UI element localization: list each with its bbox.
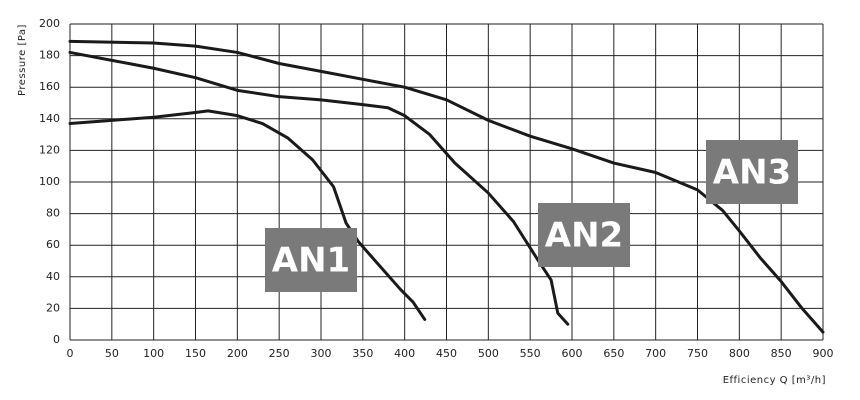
x-tick-label: 600 [562, 347, 583, 360]
series-tag: AN3 [713, 153, 791, 193]
y-axis-title: Pressure [Pa] [17, 24, 28, 96]
series-tag-box [538, 203, 630, 267]
y-tick-label: 120 [39, 143, 60, 156]
x-tick-label: 250 [269, 347, 290, 360]
x-tick-label: 700 [645, 347, 666, 360]
y-tick-label: 0 [53, 333, 60, 346]
y-tick-label: 60 [46, 238, 60, 251]
x-axis-title: Efficiency Q [m³/h] [723, 375, 826, 386]
y-tick-label: 80 [46, 207, 60, 220]
x-tick-label: 300 [311, 347, 332, 360]
series-tag-box [706, 140, 798, 204]
x-tick-label: 800 [729, 347, 750, 360]
x-tick-label: 850 [771, 347, 792, 360]
y-tick-label: 40 [46, 270, 60, 283]
x-tick-label: 50 [105, 347, 119, 360]
x-tick-label: 500 [478, 347, 499, 360]
x-tick-label: 450 [436, 347, 457, 360]
y-tick-label: 140 [39, 112, 60, 125]
x-tick-label: 200 [227, 347, 248, 360]
x-tick-label: 650 [603, 347, 624, 360]
y-tick-label: 20 [46, 301, 60, 314]
series-tag: AN2 [545, 216, 623, 256]
x-tick-label: 0 [67, 347, 74, 360]
x-tick-label: 900 [813, 347, 834, 360]
x-tick-label: 750 [687, 347, 708, 360]
y-tick-label: 200 [39, 17, 60, 30]
x-tick-label: 150 [185, 347, 206, 360]
series-tag: AN1 [272, 241, 350, 281]
y-tick-label: 100 [39, 175, 60, 188]
series-tag-box [265, 228, 357, 292]
curve [68, 39, 825, 334]
x-tick-label: 100 [143, 347, 164, 360]
curve [68, 50, 570, 326]
x-tick-label: 350 [352, 347, 373, 360]
x-tick-label: 400 [394, 347, 415, 360]
y-tick-label: 180 [39, 49, 60, 62]
curve [68, 109, 427, 321]
x-tick-label: 550 [520, 347, 541, 360]
y-tick-label: 160 [39, 80, 60, 93]
